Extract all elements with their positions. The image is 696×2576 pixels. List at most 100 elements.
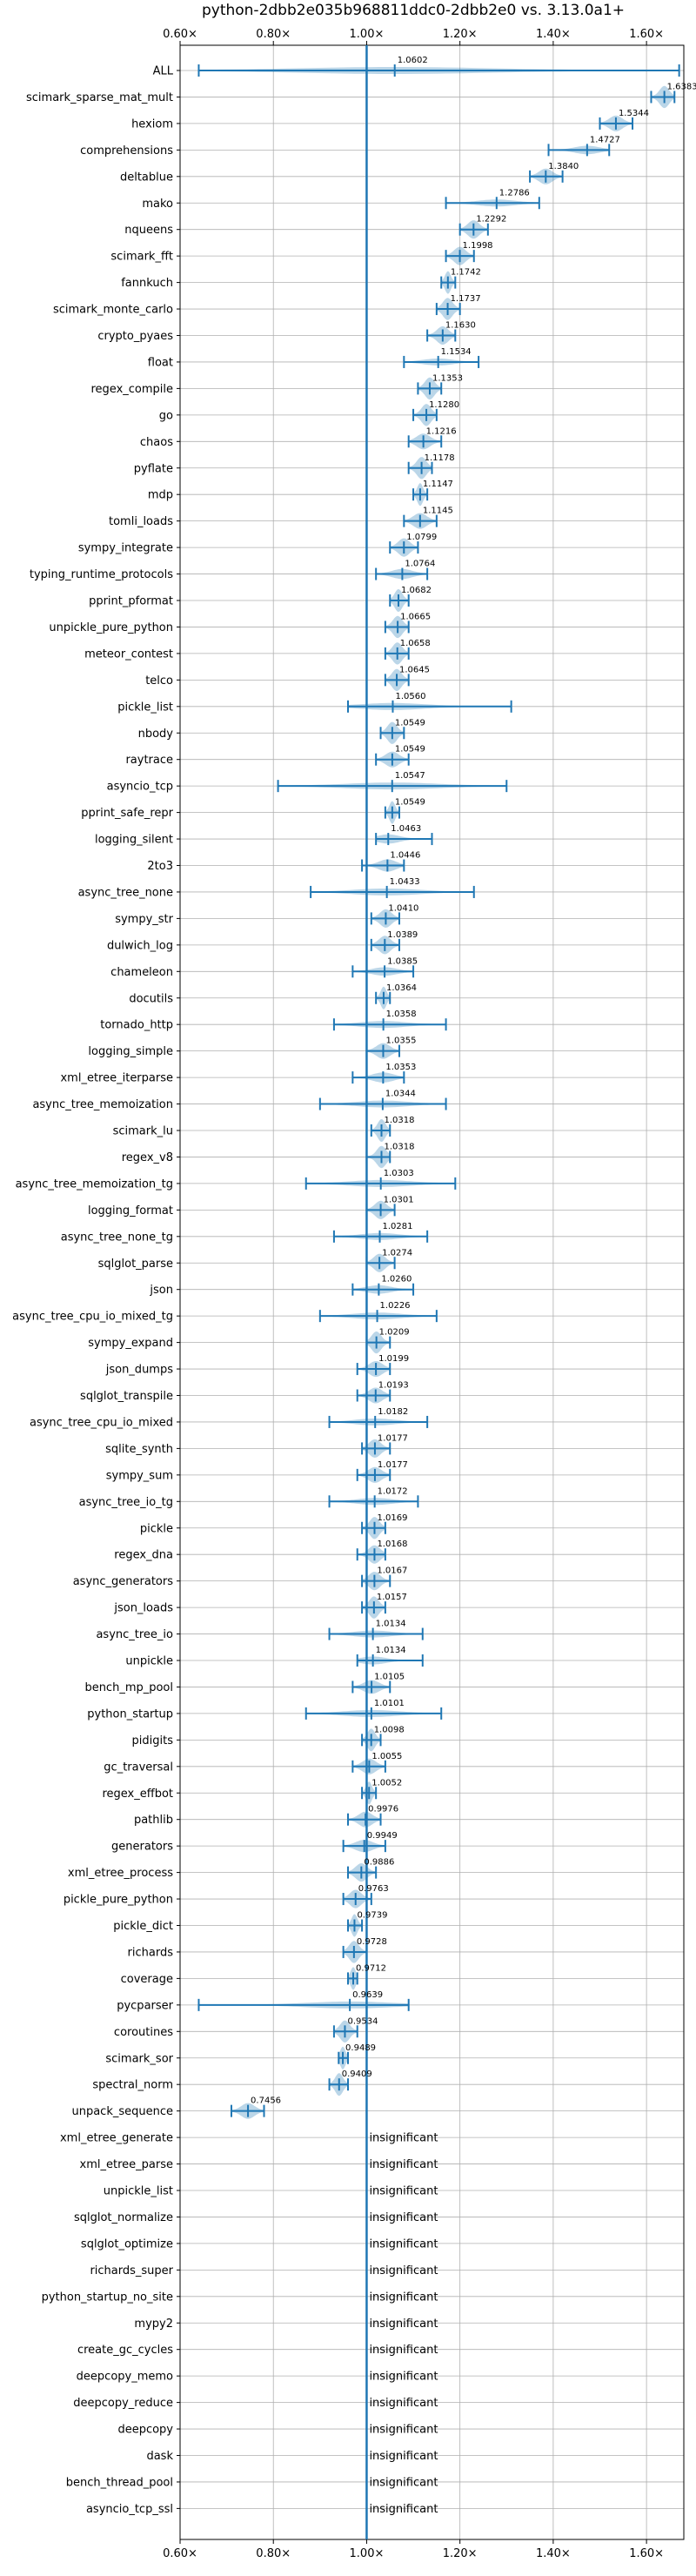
median-value-label: 1.0364 (386, 983, 417, 993)
median-value-label: 0.9639 (352, 1990, 383, 2000)
x-tick-label-top: 0.80× (256, 28, 291, 41)
median-value-label: 1.0560 (395, 692, 425, 701)
median-value-label: 0.9763 (358, 1884, 389, 1894)
benchmark-label: sqlglot_parse (98, 1258, 173, 1271)
benchmark-label: regex_effbot (102, 1788, 173, 1801)
x-tick-label-top: 0.60× (163, 28, 197, 41)
x-tick-label-bottom: 1.60× (629, 2547, 664, 2560)
median-value-label: 1.0665 (400, 612, 431, 621)
benchmark-label: pycparser (117, 1999, 173, 2012)
benchmark-label: comprehensions (80, 144, 173, 158)
benchmark-label: pickle_dict (113, 1920, 173, 1933)
benchmark-label: sqlglot_transpile (80, 1390, 173, 1403)
median-value-label: 1.0105 (374, 1672, 405, 1681)
benchmark-label: bench_thread_pool (66, 2476, 173, 2489)
benchmark-label: pickle (140, 1522, 173, 1535)
median-value-label: 1.0549 (395, 745, 425, 755)
median-value-label: 1.0301 (384, 1195, 414, 1204)
benchmark-label: sqlite_synth (105, 1443, 173, 1456)
benchmark-label: scimark_sor (105, 2052, 173, 2065)
benchmark-label: mdp (148, 489, 173, 502)
benchmark-label: async_tree_none (78, 886, 173, 899)
benchmark-label: deepcopy_memo (77, 2371, 173, 2384)
median-value-label: 1.0177 (378, 1460, 408, 1470)
median-value-label: 1.0353 (385, 1063, 416, 1072)
benchmark-label: deltablue (120, 171, 173, 184)
median-value-label: 0.9949 (367, 1831, 398, 1841)
median-value-label: 1.4727 (590, 135, 620, 144)
median-value-label: 0.9976 (368, 1805, 398, 1815)
insignificant-label: insignificant (369, 2397, 438, 2410)
median-value-label: 1.0177 (378, 1433, 408, 1443)
median-value-label: 1.0260 (381, 1275, 412, 1285)
benchmark-label: float (148, 356, 173, 369)
insignificant-label: insignificant (369, 2344, 438, 2357)
median-value-label: 1.0682 (401, 586, 432, 595)
benchmark-label: pprint_pformat (89, 595, 173, 608)
benchmark-label: unpickle (125, 1655, 173, 1668)
insignificant-label: insignificant (369, 2476, 438, 2489)
median-value-label: 1.1178 (425, 453, 455, 463)
benchmark-label: dask (146, 2450, 173, 2463)
median-value-label: 1.1145 (423, 506, 453, 516)
insignificant-label: insignificant (369, 2237, 438, 2251)
benchmark-label: asyncio_tcp (107, 781, 173, 794)
x-tick-label-top: 1.60× (629, 28, 664, 41)
median-value-label: 1.1280 (429, 400, 459, 410)
insignificant-label: insignificant (369, 2318, 438, 2331)
benchmark-label: create_gc_cycles (77, 2344, 173, 2357)
benchmark-label: deepcopy_reduce (73, 2397, 173, 2410)
median-value-label: 0.9728 (357, 1937, 387, 1947)
insignificant-label: insignificant (369, 2264, 438, 2277)
benchmark-label: json_dumps (105, 1364, 173, 1377)
benchmark-label: spectral_norm (92, 2079, 173, 2092)
median-value-label: 0.9409 (342, 2070, 372, 2079)
benchmark-label: regex_dna (114, 1549, 173, 1562)
median-value-label: 1.0318 (384, 1142, 414, 1151)
median-value-label: 1.0549 (395, 798, 425, 808)
benchmark-label: pprint_safe_repr (81, 807, 173, 820)
benchmark-label: docutils (129, 992, 173, 1005)
median-value-label: 1.0274 (382, 1248, 412, 1258)
median-value-label: 1.0799 (406, 533, 437, 542)
benchmark-label: json (149, 1284, 173, 1297)
benchmark-label: coroutines (114, 2026, 173, 2039)
median-value-label: 1.0602 (398, 56, 428, 65)
benchmark-label: generators (111, 1841, 173, 1854)
median-value-label: 1.0169 (378, 1513, 408, 1523)
median-value-label: 0.7456 (251, 2096, 281, 2106)
benchmark-label: dulwich_log (107, 939, 173, 952)
benchmark-label: regex_v8 (122, 1151, 173, 1164)
median-value-label: 1.0358 (386, 1010, 417, 1019)
median-value-label: 1.0389 (387, 930, 418, 940)
benchmark-label: logging_simple (88, 1045, 173, 1058)
median-value-label: 1.0764 (405, 560, 435, 569)
median-value-label: 1.6383 (667, 82, 696, 91)
benchmark-label: asyncio_tcp_ssl (86, 2503, 173, 2516)
benchmark-label: pathlib (134, 1814, 173, 1827)
benchmark-label: pickle_pure_python (64, 1894, 173, 1907)
median-value-label: 1.2786 (499, 188, 530, 198)
median-value-label: 1.0410 (388, 903, 418, 913)
benchmark-label: chameleon (110, 966, 173, 979)
median-value-label: 1.2292 (476, 215, 506, 225)
benchmark-label: gc_traversal (104, 1761, 173, 1774)
median-value-label: 1.0172 (378, 1486, 408, 1496)
median-value-label: 0.9886 (364, 1858, 394, 1868)
insignificant-label: insignificant (369, 2503, 438, 2516)
median-value-label: 1.0433 (390, 877, 420, 887)
median-value-label: 1.0303 (384, 1169, 414, 1178)
benchmark-label: xml_etree_parse (80, 2158, 173, 2171)
median-value-label: 1.0052 (371, 1778, 402, 1788)
median-value-label: 1.0355 (385, 1036, 416, 1046)
median-value-label: 1.1534 (441, 347, 472, 357)
benchmark-label: sqlglot_normalize (74, 2211, 173, 2224)
benchmark-label: scimark_lu (113, 1125, 173, 1138)
benchmark-label: go (159, 409, 173, 422)
median-value-label: 1.0182 (378, 1407, 408, 1417)
benchmark-label: async_tree_io_tg (79, 1496, 173, 1509)
median-value-label: 1.0157 (377, 1593, 407, 1602)
benchmark-label: sympy_sum (106, 1469, 173, 1482)
benchmark-label: nqueens (124, 224, 173, 237)
benchmark-label: sympy_integrate (78, 542, 173, 555)
